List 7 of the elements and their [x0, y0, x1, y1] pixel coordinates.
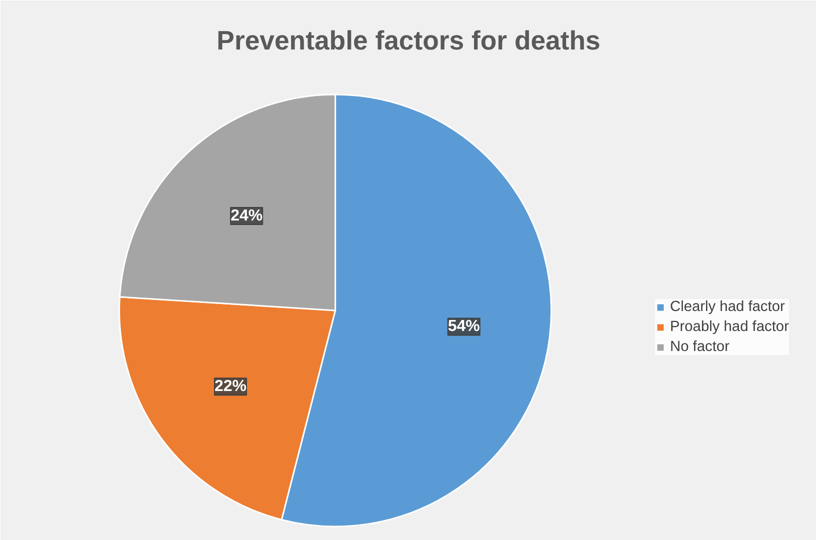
data-label: 54%: [448, 318, 480, 336]
data-label: 24%: [230, 207, 263, 224]
legend-label: Clearly had factor: [670, 299, 785, 315]
data-label: 22%: [214, 378, 246, 396]
legend-label: Proably had factor: [670, 319, 789, 335]
legend-label: No factor: [670, 339, 730, 355]
chart-title: Preventable factors for deaths: [216, 25, 600, 56]
